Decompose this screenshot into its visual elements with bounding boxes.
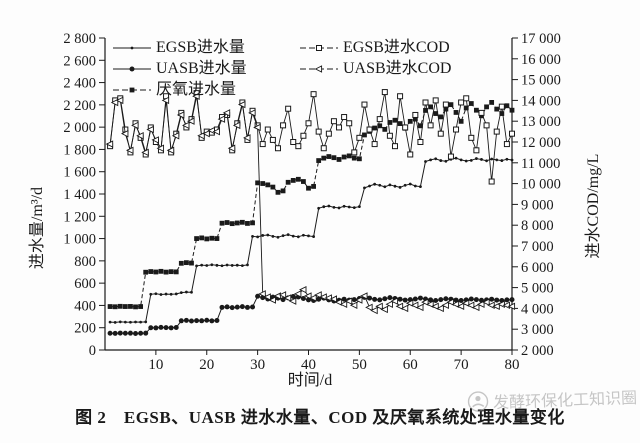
legend-sample-anaerobic-flow-icon <box>113 87 151 92</box>
y-right-tick-label: 4 000 <box>521 301 554 317</box>
x-tick-label: 70 <box>454 357 469 373</box>
y-right-tick-label: 3 000 <box>521 322 554 338</box>
y-right-tick-label: 10 000 <box>521 177 561 193</box>
watermark: 发酵环保化工知识圈 <box>467 384 638 414</box>
legend-sample-egsb-flow-icon <box>113 46 151 49</box>
legend-item-uasb-flow: UASB进水量 <box>112 58 247 79</box>
legend-cod: EGSB进水COD UASB进水COD <box>299 37 451 79</box>
y-right-tick-label: 8 000 <box>521 218 554 234</box>
y-left-tick-label: 600 <box>74 276 96 292</box>
y-left-tick-label: 1 200 <box>63 209 96 225</box>
legend-flow: EGSB进水量 UASB进水量 厌氧进水量 <box>112 37 247 100</box>
series-4-cod <box>105 92 516 315</box>
y-right-tick-label: 6 000 <box>521 260 554 276</box>
y-left-tick-label: 1 400 <box>63 187 96 203</box>
x-tick-label: 20 <box>199 357 214 373</box>
x-tick-label: 50 <box>352 357 367 373</box>
y-right-tick-label: 15 000 <box>521 73 561 89</box>
y-right-tick-label: 7 000 <box>521 239 554 255</box>
y-left-tick-label: 2 200 <box>63 98 96 114</box>
y-left-tick-label: 0 <box>89 343 96 359</box>
legend-label-egsb-flow: EGSB进水量 <box>156 38 245 56</box>
y-left-tick-label: 800 <box>74 254 96 270</box>
y-left-tick-label: 200 <box>74 321 96 337</box>
x-tick-label: 30 <box>250 357 265 373</box>
y-axis-title-right: 进水COD/mg/L <box>585 153 602 259</box>
y-left-tick-label: 1 600 <box>63 165 96 181</box>
y-left-tick-label: 2 400 <box>63 76 96 92</box>
legend-item-anaerobic-flow: 厌氧进水量 <box>112 79 247 100</box>
legend-item-uasb-cod: UASB进水COD <box>299 58 451 79</box>
y-right-tick-label: 9 000 <box>521 197 554 213</box>
legend-sample-egsb-cod-icon <box>300 44 338 51</box>
x-tick-label: 40 <box>301 357 316 373</box>
watermark-logo-icon <box>467 391 489 412</box>
chart-canvas: 0 200 400 600 800 1 000 1 200 1 400 1 600 1 800 2 … <box>63 31 561 373</box>
y-left-tick-label: 1 800 <box>63 142 96 158</box>
x-tick-label: 60 <box>403 357 418 373</box>
y-left-tick-label: 2 000 <box>63 120 96 136</box>
y-right-tick-label: 2 000 <box>521 343 554 359</box>
x-tick-label: 80 <box>505 357 520 373</box>
legend-item-egsb-flow: EGSB进水量 <box>112 37 247 58</box>
figure-caption: 图 2 EGSB、UASB 进水水量、COD 及厌氧系统处理水量变化 <box>75 408 565 427</box>
series-0-flow <box>108 156 514 324</box>
x-axis-title: 时间/d <box>287 372 333 389</box>
legend-label-uasb-cod: UASB进水COD <box>343 59 452 77</box>
axes <box>99 37 518 355</box>
x-tick-label: 10 <box>148 357 163 373</box>
legend-sample-uasb-flow-icon <box>113 66 151 71</box>
y-left-tick-label: 400 <box>74 298 96 314</box>
legend-label-uasb-flow: UASB进水量 <box>156 59 247 77</box>
y-left-tick-label: 1 000 <box>63 232 96 248</box>
y-right-tick-label: 16 000 <box>521 52 561 68</box>
y-axis-title-left: 进水量/m³/d <box>29 186 46 270</box>
y-right-tick-label: 12 000 <box>521 135 561 151</box>
watermark-text: 发酵环保化工知识圈 <box>492 390 638 413</box>
y-right-tick-label: 13 000 <box>521 114 561 130</box>
y-right-tick-label: 14 000 <box>521 93 561 109</box>
series-2-flow <box>107 100 515 310</box>
y-right-tick-label: 5 000 <box>521 281 554 297</box>
legend-label-anaerobic-flow: 厌氧进水量 <box>156 80 237 98</box>
legend-sample-uasb-cod-icon <box>300 64 338 73</box>
y-left-tick-label: 2 600 <box>63 53 96 69</box>
legend-label-egsb-cod: EGSB进水COD <box>343 38 450 56</box>
y-right-tick-label: 11 000 <box>521 156 560 172</box>
y-left-tick-label: 2 800 <box>63 31 96 47</box>
tick-labels: 0 200 400 600 800 1 000 1 200 1 400 1 600 1 800 2 … <box>63 31 561 373</box>
legend-item-egsb-cod: EGSB进水COD <box>299 37 451 58</box>
y-right-tick-label: 17 000 <box>521 31 561 47</box>
